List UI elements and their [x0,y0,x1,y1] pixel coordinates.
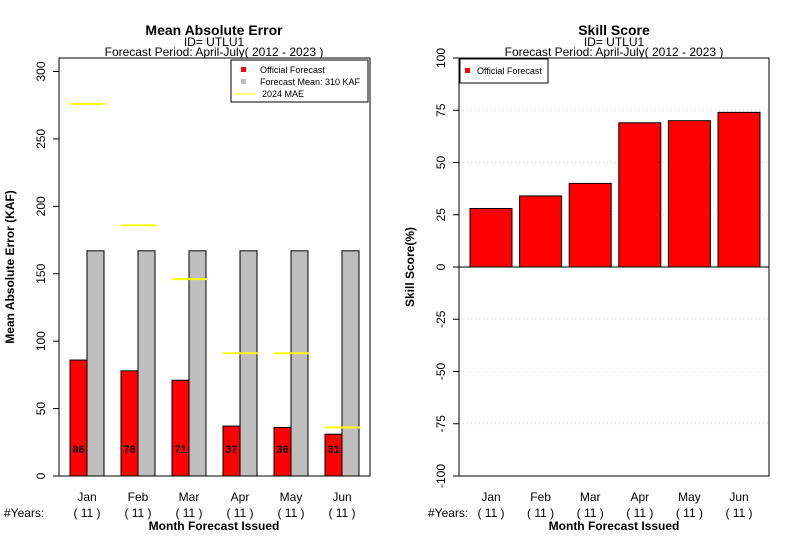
skill-xtick-label: Jan [481,490,500,504]
skill-xtick-label: May [678,490,701,504]
mae-years-count: ( 11 ) [73,506,100,520]
skill-xtick-label: Apr [630,490,649,504]
mae-bar-official [69,359,88,477]
skill-years-count: ( 11 ) [577,506,604,520]
skill-ytick-label: 50 [434,156,448,170]
mae-bar-forecast-mean [86,250,105,477]
mae-xtick-label: Mar [179,490,200,504]
mae-legend-swatch-official [241,67,246,72]
mae-bar-official [171,379,190,477]
mae-bar-forecast-mean [341,250,360,477]
skill-bar-official [717,111,761,268]
skill-subtitle-period: Forecast Period: April-July( 2012 - 2023… [505,45,724,59]
mae-data-label: 86 [72,444,84,456]
mae-ylabel: Mean Absolute Error (KAF) [3,190,17,344]
skill-subtitle-id: ID= UTLU1 [584,35,645,49]
mae-ytick-label: 250 [34,129,48,149]
skill-bar-official [618,122,662,268]
mae-chart-title: Mean Absolute Error [145,22,283,38]
mae-bar-forecast-mean [290,250,309,477]
mae-legend-label-2024: 2024 MAE [262,89,304,99]
mae-ytick-label: 200 [34,196,48,216]
mae-years-count: ( 11 ) [124,506,151,520]
mae-legend-swatch-mean [241,79,246,84]
skill-ytick-label: -25 [434,310,448,328]
skill-xtick-label: Jun [729,490,748,504]
skill-ytick-label: 25 [434,208,448,222]
mae-legend-label-official: Official Forecast [260,65,325,75]
mae-data-label: 37 [225,444,237,456]
skill-xlabel: Month Forecast Issued [549,519,680,533]
skill-ytick-label: -100 [434,464,448,488]
mae-subtitle-period: Forecast Period: April-July( 2012 - 2023… [105,45,324,59]
skill-bar-official [667,120,711,268]
skill-chart-title: Skill Score [578,22,650,38]
mae-subtitle-id: ID= UTLU1 [184,35,245,49]
skill-years-count: ( 11 ) [626,506,653,520]
skill-ytick-label: 75 [434,103,448,117]
mae-ytick-label: 150 [34,263,48,283]
mae-xtick-label: May [280,490,303,504]
mae-years-count: ( 11 ) [226,506,253,520]
skill-years-count: ( 11 ) [527,506,554,520]
skill-bar-official [469,207,513,268]
skill-ytick-label: 100 [434,48,448,68]
skill-years-count: ( 11 ) [725,506,752,520]
mae-years-label: #Years: [4,506,44,520]
skill-ytick-label: 0 [434,263,448,270]
skill-ylabel: Skill Score(%) [403,227,417,307]
mae-legend-label-mean: Forecast Mean: 310 KAF [260,77,361,87]
skill-years-count: ( 11 ) [477,506,504,520]
mae-xtick-label: Jun [332,490,351,504]
mae-ytick-label: 0 [34,472,48,479]
skill-legend-label-official: Official Forecast [477,66,542,76]
mae-plot-frame [58,57,371,477]
mae-years-count: ( 11 ) [175,506,202,520]
skill-xtick-label: Mar [580,490,601,504]
mae-data-label: 71 [174,444,186,456]
skill-ytick-label: -50 [434,363,448,381]
mae-xtick-label: Apr [231,490,250,504]
mae-data-label: 78 [123,444,135,456]
skill-xtick-label: Feb [530,490,551,504]
skill-legend-swatch-official [465,68,470,73]
mae-xtick-label: Feb [128,490,149,504]
mae-legend-box [230,59,369,103]
mae-years-count: ( 11 ) [328,506,355,520]
mae-years-count: ( 11 ) [277,506,304,520]
skill-ytick-label: -75 [434,415,448,433]
skill-years-count: ( 11 ) [676,506,703,520]
skill-years-label: #Years: [428,506,468,520]
mae-ytick-label: 50 [34,402,48,416]
skill-bar-official [519,195,563,268]
mae-xlabel: Month Forecast Issued [149,519,280,533]
mae-bar-forecast-mean [239,250,258,477]
skill-legend-box [459,58,549,84]
mae-bar-forecast-mean [137,250,156,477]
mae-bar-forecast-mean [188,250,207,477]
mae-data-label: 31 [327,444,339,456]
mae-bar-official [120,370,139,477]
mae-xtick-label: Jan [77,490,96,504]
mae-ytick-label: 300 [34,61,48,81]
mae-data-label: 36 [276,444,288,456]
skill-bar-official [568,182,612,268]
mae-ytick-label: 100 [34,331,48,351]
